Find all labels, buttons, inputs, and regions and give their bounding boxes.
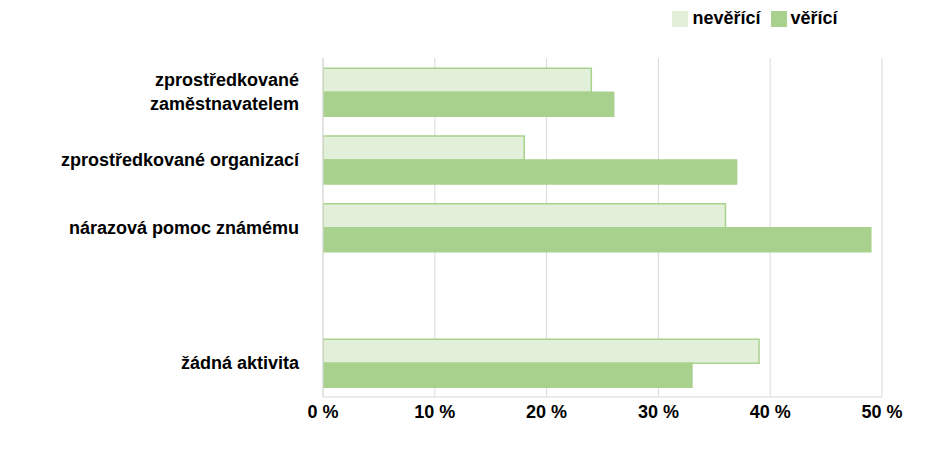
svg-text:žádná aktivita: žádná aktivita (181, 353, 300, 373)
svg-text:30 %: 30 % (638, 402, 679, 422)
svg-text:zprostředkovanézaměstnavatelem: zprostředkovanézaměstnavatelem (150, 70, 299, 114)
svg-text:50 %: 50 % (861, 402, 902, 422)
html-text:věřící: věřící (790, 8, 838, 28)
svg-text:40 %: 40 % (750, 402, 791, 422)
svg-text:0 %: 0 % (307, 402, 338, 422)
html-text:nevěřící: nevěřící (692, 8, 761, 28)
svg-text:10 %: 10 % (414, 402, 455, 422)
svg-text:zprostředkované organizací: zprostředkované organizací (61, 150, 300, 170)
svg-text:20 %: 20 % (526, 402, 567, 422)
svg-text:nárazová pomoc známému: nárazová pomoc známému (69, 218, 299, 238)
